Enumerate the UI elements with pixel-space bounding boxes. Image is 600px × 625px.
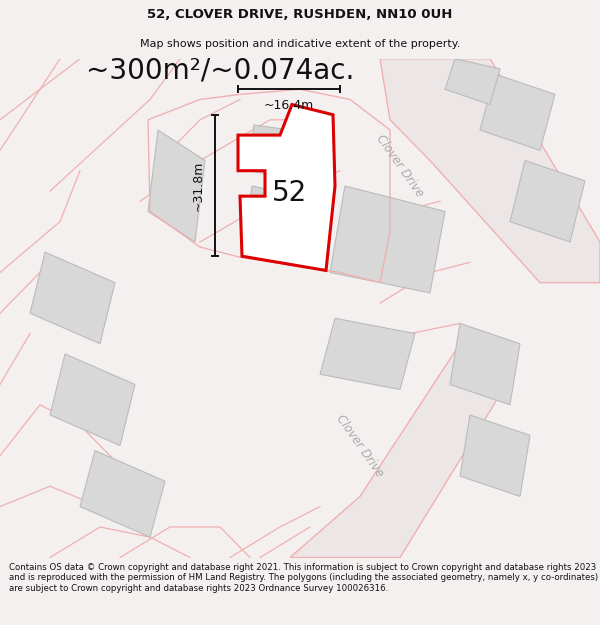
Text: ~300m²/~0.074ac.: ~300m²/~0.074ac. [86,56,354,84]
Polygon shape [248,125,326,183]
Polygon shape [380,59,600,282]
Polygon shape [320,318,415,389]
Polygon shape [510,161,585,242]
Polygon shape [80,451,165,537]
Polygon shape [330,186,445,293]
Polygon shape [30,252,115,344]
Polygon shape [148,130,205,242]
Text: 52, CLOVER DRIVE, RUSHDEN, NN10 0UH: 52, CLOVER DRIVE, RUSHDEN, NN10 0UH [148,8,452,21]
Text: Contains OS data © Crown copyright and database right 2021. This information is : Contains OS data © Crown copyright and d… [9,563,598,592]
Polygon shape [245,186,328,258]
Polygon shape [445,59,500,104]
Text: Clover Drive: Clover Drive [374,132,426,199]
Text: Clover Drive: Clover Drive [334,412,386,479]
Polygon shape [290,344,510,558]
Polygon shape [50,354,135,446]
Text: ~31.8m: ~31.8m [192,160,205,211]
Text: Map shows position and indicative extent of the property.: Map shows position and indicative extent… [140,39,460,49]
Polygon shape [450,323,520,405]
Text: ~16.4m: ~16.4m [264,99,314,112]
Polygon shape [460,415,530,496]
Text: 52: 52 [271,179,307,207]
Polygon shape [238,104,335,271]
Polygon shape [480,74,555,151]
